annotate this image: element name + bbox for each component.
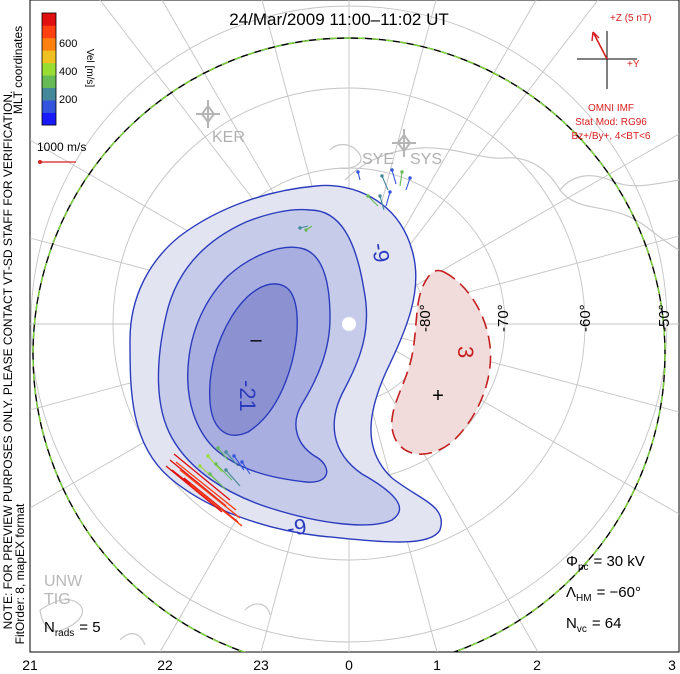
imf-condition-label: Bz+/By+, 4<BT<6 [572, 131, 651, 142]
hm-boundary-stat: ΛHM = −60° [566, 584, 641, 604]
colorbar-swatch [42, 100, 56, 113]
station-label-sye: SYE [362, 151, 394, 168]
coastlines [39, 143, 680, 646]
map-title: 24/Mar/2009 11:00–11:02 UT [229, 10, 449, 29]
mlt-tick-label: 22 [157, 657, 173, 673]
cell-minimum-symbol: – [250, 329, 262, 351]
contour-label-neg-mid: -21 [235, 380, 260, 412]
mlt-tick-label: 21 [22, 657, 38, 673]
mlat-label-60: -60° [577, 304, 594, 332]
colorbar-swatch [42, 112, 56, 126]
vector-scale-label: 1000 m/s [37, 140, 86, 154]
mlt-tick-label: 2 [533, 657, 541, 673]
station-label-tig: TIG [44, 591, 71, 608]
magnetic-pole-marker [342, 317, 356, 331]
contour-label-pos: 3 [453, 346, 478, 358]
svg-text:ΛHM= −60°: ΛHM = −60° [566, 584, 641, 604]
svg-text:Nrads= 5: Nrads = 5 [44, 619, 101, 639]
imf-source-label: OMNI IMF [588, 103, 634, 114]
station-label-ker: KER [212, 129, 245, 146]
mlat-label-80: -80° [417, 304, 434, 332]
velocity-vectors [165, 168, 412, 527]
contour-label-neg-lower: -9 [285, 513, 308, 540]
coordinate-system-label: MLT coordinates [11, 26, 25, 114]
colorbar-swatch [42, 13, 56, 26]
vector-count-stat: Nvc = 64 [566, 615, 621, 635]
colorbar-tick-400: 400 [59, 66, 77, 78]
colorbar-swatch [42, 37, 56, 51]
mlt-tick-label: 3 [668, 657, 676, 673]
mlat-label-50: -50° [656, 304, 673, 332]
colorbar-swatch [42, 87, 56, 101]
mlat-label-70: -70° [495, 304, 512, 332]
colorbar-swatch [42, 50, 56, 64]
fit-order-note: FitOrder: 8, mapEX format [13, 503, 27, 644]
colorbar-swatch [42, 25, 56, 39]
contour-label-neg-upper: -9 [367, 241, 394, 264]
cell-maximum-symbol: + [432, 385, 444, 407]
station-markers [196, 100, 416, 157]
mlt-axis: 21 22 23 0 1 2 3 [22, 657, 676, 673]
mlt-tick-label: 1 [433, 657, 441, 673]
velocity-colorbar [41, 12, 57, 126]
colorbar-tick-200: 200 [59, 94, 77, 106]
negative-cell [129, 184, 443, 543]
imf-z-label: +Z (5 nT) [610, 13, 651, 24]
stat-model-label: Stat Mod: RG96 [575, 117, 647, 128]
radar-count-stat: Nrads = 5 [44, 619, 101, 639]
colorbar-outline [41, 12, 57, 126]
colorbar-swatch [42, 75, 56, 88]
heppner-maynard-boundary [32, 37, 666, 652]
svg-text:Nvc= 64: Nvc = 64 [566, 615, 621, 635]
colorbar-swatch [42, 62, 56, 76]
mlt-tick-label: 23 [253, 657, 269, 673]
svg-text:Φpc= 30 kV: Φpc = 30 kV [566, 553, 645, 573]
colorbar-label: Vel [m/s] [84, 49, 95, 88]
imf-clock-dial [577, 31, 637, 89]
imf-y-label: +Y [627, 59, 640, 70]
station-label-unw: UNW [44, 573, 83, 590]
vector-scale-dot [38, 160, 42, 164]
preview-note: NOTE: FOR PREVIEW PURPOSES ONLY. PLEASE … [1, 91, 15, 630]
station-label-sys: SYS [410, 151, 442, 168]
colorbar-tick-600: 600 [59, 38, 77, 50]
mlt-tick-label: 0 [345, 657, 353, 673]
potential-stat: Φpc = 30 kV [566, 553, 645, 573]
positive-cell [391, 269, 492, 455]
